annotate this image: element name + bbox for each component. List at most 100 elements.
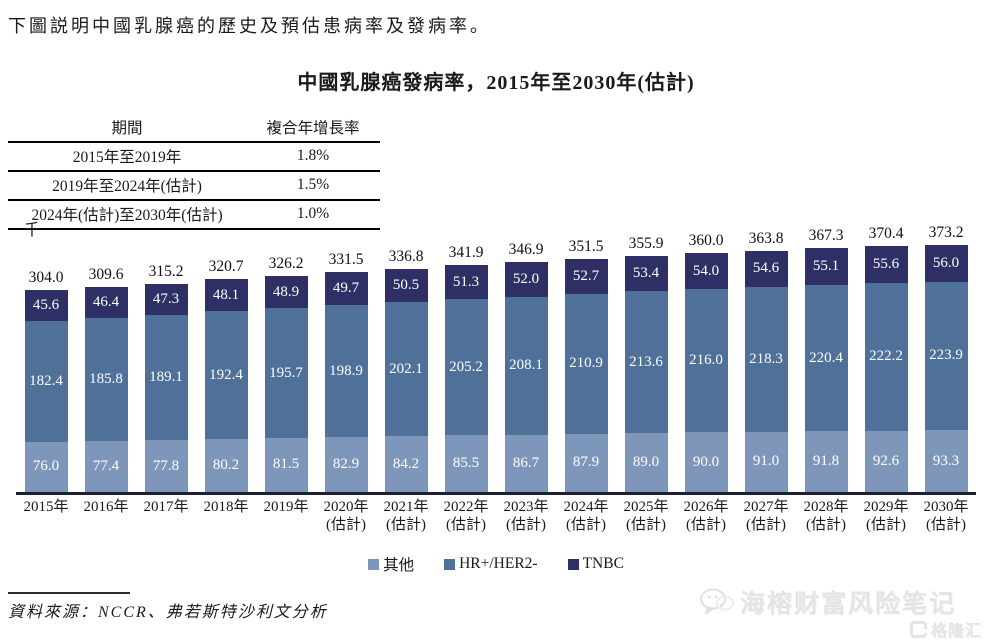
x-axis-label-2016年: 2016年 — [76, 498, 136, 534]
cagr-header-period: 期間 — [8, 114, 247, 143]
gelonghui-icon — [909, 620, 927, 638]
bar-total-label: 326.2 — [268, 254, 304, 272]
x-axis-estimate-note: (估計) — [866, 517, 906, 533]
x-axis-labels: 2015年 2016年 2017年 2018年 2019年 2020年 (估計) 2021年 (… — [16, 498, 976, 534]
bar-segment-HR+/HER2-: 205.2 — [444, 299, 488, 436]
bar-total-label: 309.6 — [88, 265, 124, 283]
bar-segment-HR+/HER2-: 218.3 — [744, 286, 788, 432]
x-axis-estimate-note: (估計) — [686, 517, 726, 533]
x-axis-estimate-note: (估計) — [386, 517, 426, 533]
cagr-table-header-row: 期間 複合年增長率 — [8, 114, 380, 143]
x-axis-label-2023年: 2023年 (估計) — [496, 498, 556, 534]
bar-group-2029年: 370.4 55.6 222.2 92.6 — [856, 225, 916, 492]
x-axis-year: 2021年 — [383, 499, 429, 515]
cagr-rate-cell: 1.5% — [246, 171, 380, 201]
x-axis-year: 2017年 — [143, 499, 189, 515]
bar-total-label: 341.9 — [448, 244, 484, 262]
bar-stack: 55.1 220.4 91.8 — [804, 248, 848, 492]
x-axis-year: 2030年 — [923, 499, 969, 515]
bar-stack: 49.7 198.9 82.9 — [324, 272, 368, 492]
bar-segment-HR+/HER2-: 220.4 — [804, 285, 848, 432]
bar-total-label: 336.8 — [388, 247, 424, 265]
bar-total-label: 360.0 — [688, 232, 724, 250]
legend-item-TNBC: TNBC — [567, 555, 624, 573]
cagr-period-cell: 2015年至2019年 — [8, 142, 247, 172]
bar-segment-TNBC: 54.6 — [744, 250, 788, 287]
cagr-rate-cell: 1.0% — [246, 200, 380, 230]
x-axis-year: 2025年 — [623, 499, 669, 515]
x-axis-year: 2022年 — [443, 499, 489, 515]
legend-item-其他: 其他 — [368, 553, 414, 575]
x-axis-label-2017年: 2017年 — [136, 498, 196, 534]
bar-group-2026年: 360.0 54.0 216.0 90.0 — [676, 232, 736, 492]
chart-legend: 其他 HR+/HER2- TNBC — [0, 553, 992, 575]
legend-label: TNBC — [582, 555, 624, 572]
bar-segment-HR+/HER2-: 182.4 — [24, 320, 68, 442]
bar-group-2015年: 304.0 45.6 182.4 76.0 — [16, 269, 76, 492]
legend-swatch — [368, 558, 380, 570]
bar-stack: 55.6 222.2 92.6 — [864, 246, 908, 492]
x-axis-year: 2016年 — [83, 499, 129, 515]
bar-stack: 54.0 216.0 90.0 — [684, 253, 728, 492]
bar-segment-其他: 82.9 — [324, 437, 368, 492]
bar-group-2022年: 341.9 51.3 205.2 85.5 — [436, 244, 496, 492]
bar-stack: 52.0 208.1 86.7 — [504, 262, 548, 492]
cagr-period-cell: 2024年(估計)至2030年(估計) — [8, 200, 247, 230]
bar-stack: 52.7 210.9 87.9 — [564, 258, 608, 492]
bar-segment-其他: 93.3 — [924, 430, 968, 492]
bar-segment-TNBC: 48.9 — [264, 275, 308, 309]
bar-total-label: 363.8 — [748, 229, 784, 247]
y-axis-unit-label: 千 — [24, 222, 41, 239]
bar-stack: 46.4 185.8 77.4 — [84, 286, 128, 492]
bar-stack: 45.6 182.4 76.0 — [24, 290, 68, 492]
x-axis-year: 2020年 — [323, 499, 369, 515]
wechat-icon — [699, 588, 734, 614]
bar-segment-HR+/HER2-: 185.8 — [84, 317, 128, 441]
bar-segment-TNBC: 47.3 — [144, 283, 188, 316]
x-axis-label-2025年: 2025年 (估計) — [616, 498, 676, 534]
bar-segment-HR+/HER2-: 208.1 — [504, 296, 548, 435]
bar-segment-其他: 85.5 — [444, 435, 488, 492]
bar-total-label: 367.3 — [808, 227, 844, 245]
bar-total-label: 304.0 — [28, 269, 64, 287]
bar-segment-其他: 76.0 — [24, 441, 68, 492]
x-axis-estimate-note: (估計) — [806, 517, 846, 533]
x-axis-label-2019年: 2019年 — [256, 498, 316, 534]
bar-total-label: 320.7 — [208, 258, 244, 276]
bar-segment-其他: 89.0 — [624, 433, 668, 492]
bar-segment-TNBC: 46.4 — [84, 286, 128, 318]
bar-group-2018年: 320.7 48.1 192.4 80.2 — [196, 258, 256, 492]
x-axis-estimate-note: (估計) — [326, 517, 366, 533]
bar-total-label: 355.9 — [628, 235, 664, 252]
bar-group-2023年: 346.9 52.0 208.1 86.7 — [496, 241, 556, 492]
legend-swatch — [444, 558, 456, 570]
bar-group-2025年: 355.9 53.4 213.6 89.0 — [616, 235, 676, 492]
bar-segment-其他: 90.0 — [684, 432, 728, 492]
watermark-site-text: 格隆汇 — [930, 623, 982, 640]
bar-total-label: 346.9 — [508, 241, 544, 259]
bar-group-2019年: 326.2 48.9 195.7 81.5 — [256, 255, 316, 492]
x-axis-label-2027年: 2027年 (估計) — [736, 498, 796, 534]
x-axis-estimate-note: (估計) — [446, 517, 486, 533]
x-axis-label-2020年: 2020年 (估計) — [316, 498, 376, 534]
bar-segment-TNBC: 55.6 — [864, 246, 908, 284]
intro-text: 下圖説明中國乳腺癌的歷史及預估患病率及發病率。 — [8, 16, 491, 36]
bar-segment-其他: 92.6 — [864, 430, 908, 492]
bar-segment-HR+/HER2-: 189.1 — [144, 315, 188, 441]
bar-segment-其他: 77.8 — [144, 440, 188, 492]
x-axis-year: 2026年 — [683, 499, 729, 515]
x-axis-label-2024年: 2024年 (估計) — [556, 498, 616, 534]
cagr-table: 期間 複合年增長率 2015年至2019年 1.8% 2019年至2024年(估計)… — [8, 114, 380, 230]
x-axis-label-2018年: 2018年 — [196, 498, 256, 534]
bar-group-2020年: 331.5 49.7 198.9 82.9 — [316, 251, 376, 492]
bar-total-label: 331.5 — [328, 251, 364, 269]
x-axis-estimate-note: (估計) — [506, 517, 546, 533]
bar-stack: 48.1 192.4 80.2 — [204, 279, 248, 492]
cagr-table-row: 2024年(估計)至2030年(估計) 1.0% — [8, 200, 380, 230]
chart-title: 中國乳腺癌發病率，2015年至2030年(估計) — [297, 72, 695, 94]
x-axis-label-2030年: 2030年 (估計) — [916, 498, 976, 534]
bar-segment-TNBC: 50.5 — [384, 268, 428, 303]
bar-stack: 48.9 195.7 81.5 — [264, 275, 308, 492]
bar-group-2027年: 363.8 54.6 218.3 91.0 — [736, 230, 796, 492]
x-axis-year: 2019年 — [263, 499, 309, 515]
